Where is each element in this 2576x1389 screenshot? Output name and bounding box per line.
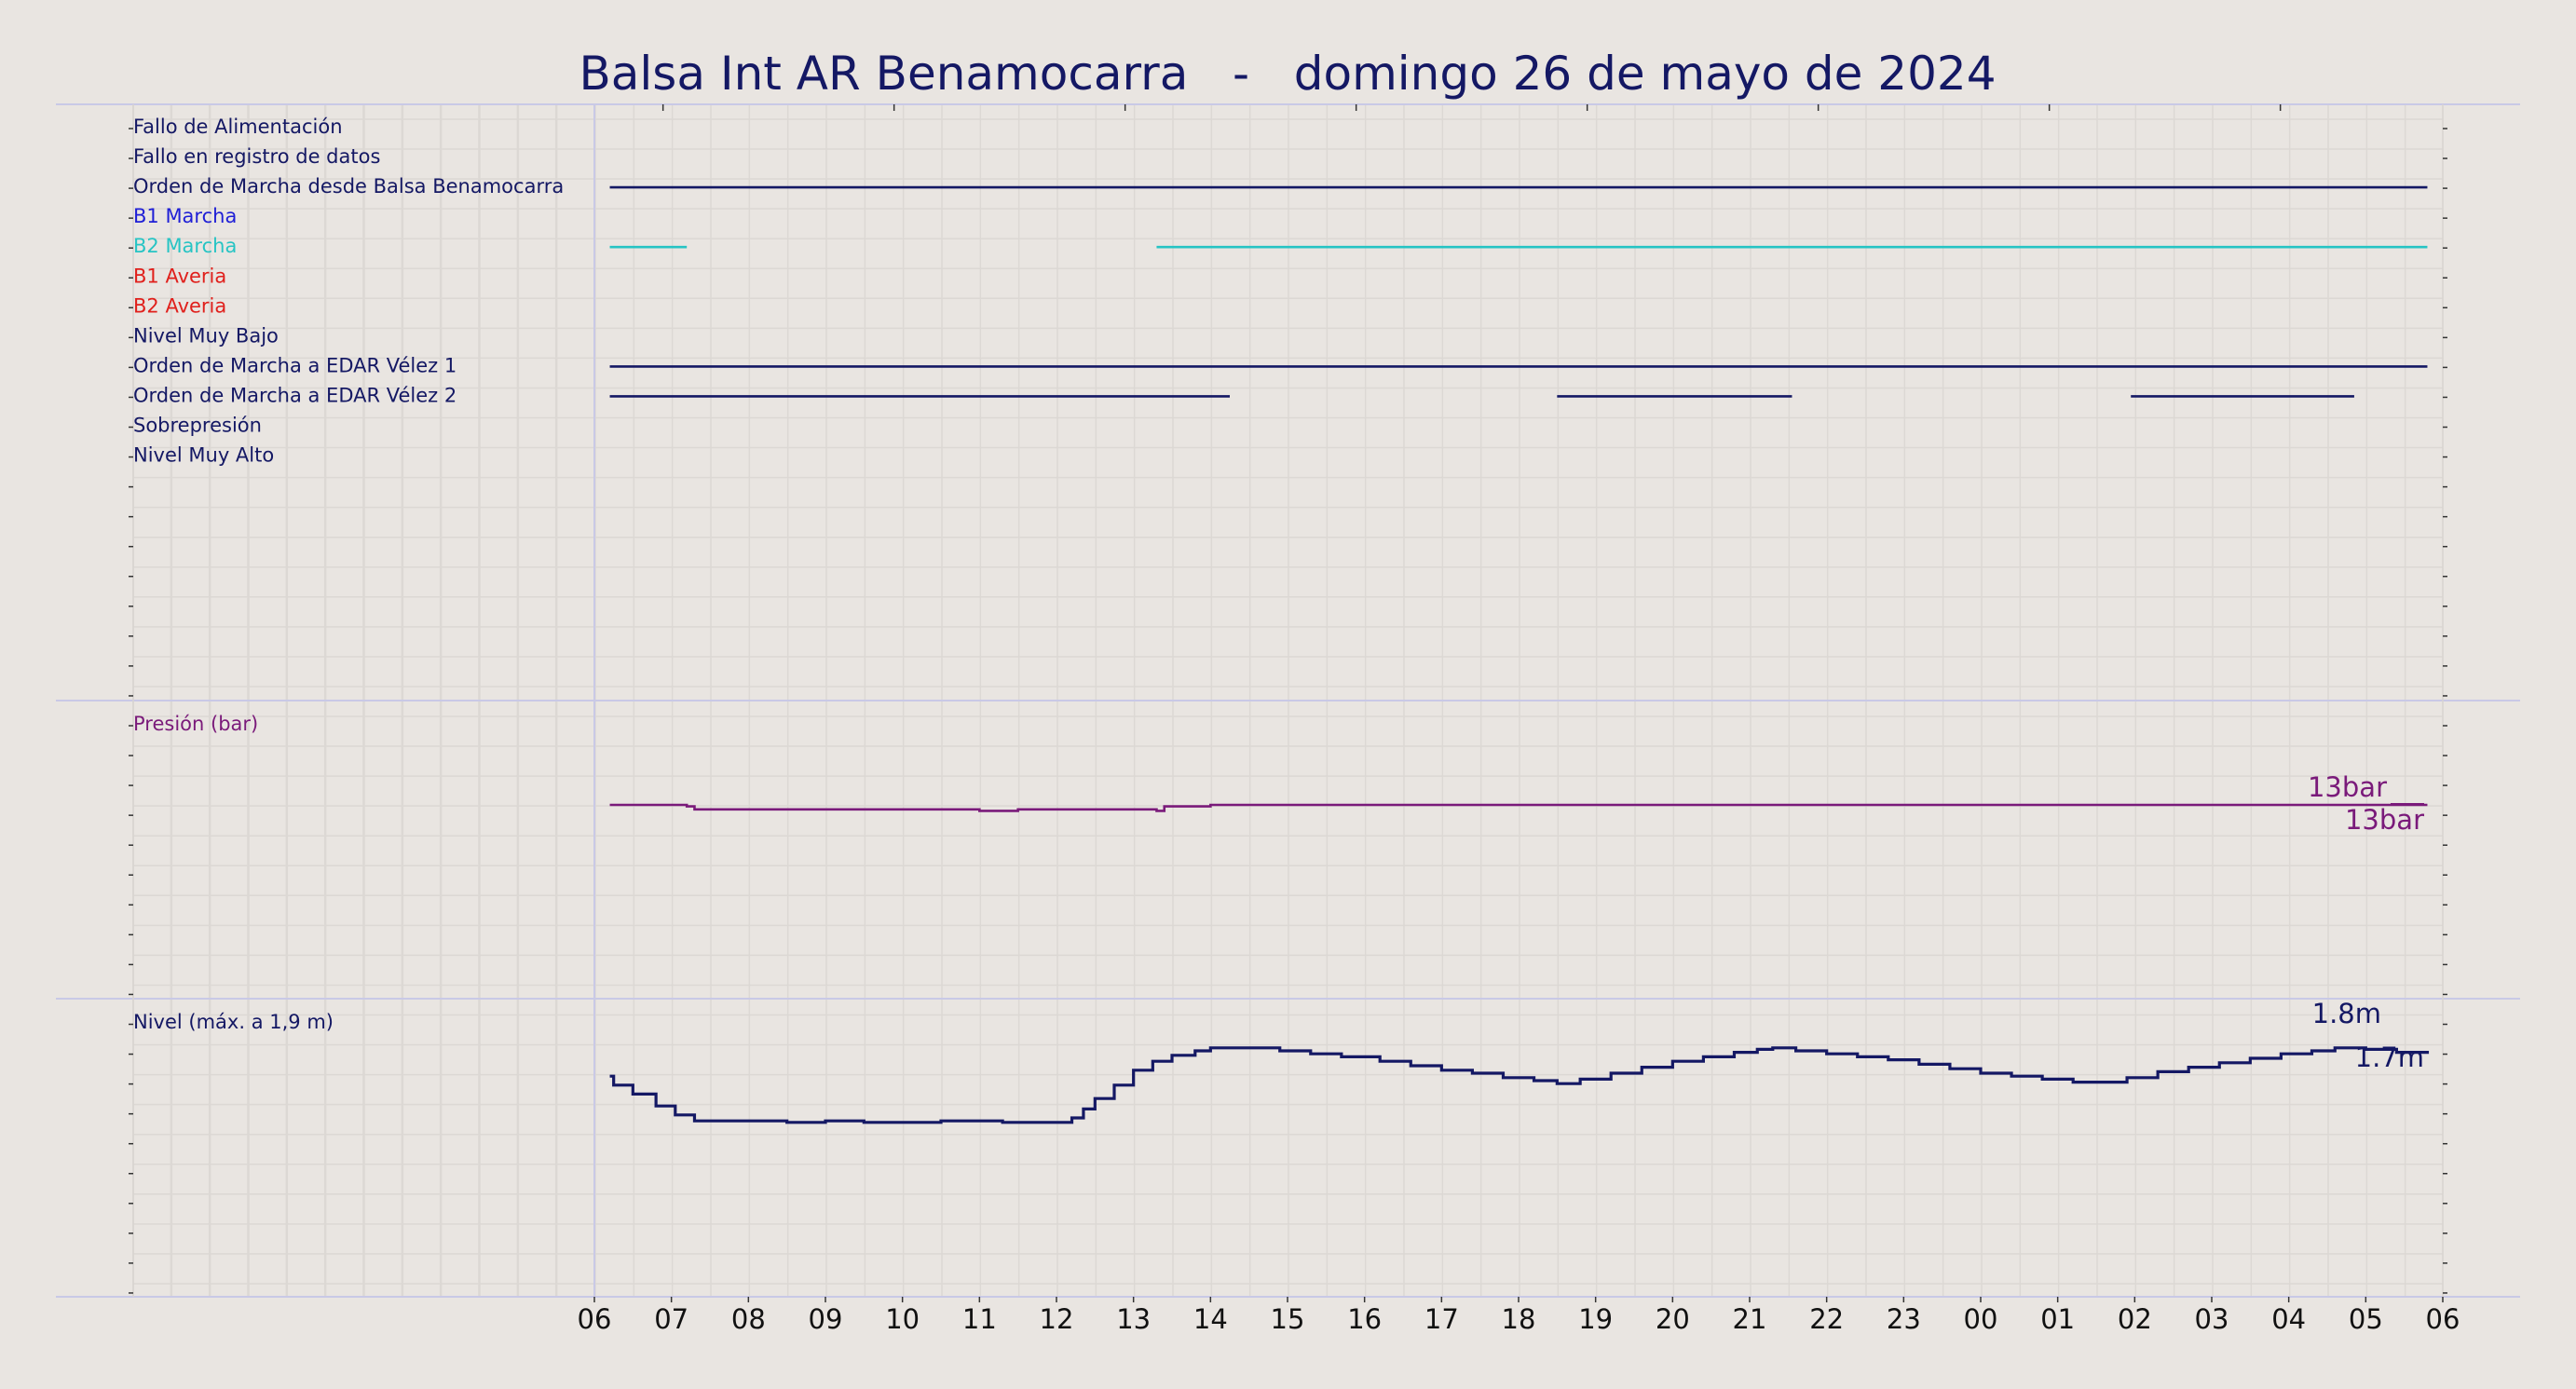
pressure-label: Presión (bar) (133, 713, 258, 735)
x-tick-label: 06 (578, 1303, 612, 1335)
x-tick-label: 06 (2426, 1303, 2460, 1335)
x-tick-label: 15 (1271, 1303, 1305, 1335)
signal-label: B2 Averia (133, 294, 226, 317)
x-tick-label: 14 (1193, 1303, 1228, 1335)
x-tick-label: 05 (2349, 1303, 2383, 1335)
x-tick-label: 20 (1656, 1303, 1690, 1335)
x-tick-label: 04 (2271, 1303, 2306, 1335)
x-tick-label: 10 (885, 1303, 920, 1335)
signal-label: Fallo en registro de datos (133, 145, 380, 168)
x-tick-label: 21 (1733, 1303, 1767, 1335)
x-tick-label: 13 (1116, 1303, 1151, 1335)
signal-label: B1 Averia (133, 265, 226, 287)
x-axis-ticks: 06 07 08 09 10 11 12 13 14 15 16 17 18 19 20 21 22 23 00 01… (578, 1297, 2460, 1335)
x-tick-label: 11 (962, 1303, 997, 1335)
pressure-series (609, 803, 2428, 812)
signal-label: Nivel Muy Bajo (133, 324, 279, 347)
level-max-label: 1.8m (2312, 998, 2381, 1029)
x-tick-label: 18 (1502, 1303, 1536, 1335)
x-tick-label: 23 (1887, 1303, 1921, 1335)
x-tick-label: 00 (1964, 1303, 1998, 1335)
level-panel: Nivel (máx. a 1,9 m) 1.8m 1.7m (133, 998, 2430, 1124)
pressure-last-label: 13bar (2345, 804, 2424, 836)
x-tick-label: 01 (2040, 1303, 2075, 1335)
signal-label: Nivel Muy Alto (133, 444, 274, 467)
signal-label: Orden de Marcha a EDAR Vélez 1 (133, 354, 457, 376)
signal-label: Fallo de Alimentación (133, 116, 343, 138)
signal-label: B2 Marcha (133, 235, 237, 257)
x-tick-label: 19 (1578, 1303, 1613, 1335)
level-last-label: 1.7m (2355, 1042, 2424, 1073)
signal-label: Orden de Marcha a EDAR Vélez 2 (133, 384, 457, 406)
level-label: Nivel (máx. a 1,9 m) (133, 1011, 334, 1033)
x-tick-label: 09 (809, 1303, 843, 1335)
chart-title: Balsa Int AR Benamocarra - domingo 26 de… (579, 47, 1996, 101)
signal-label: Sobrepresión (133, 415, 262, 437)
x-tick-label: 02 (2118, 1303, 2152, 1335)
x-tick-label: 12 (1040, 1303, 1074, 1335)
x-tick-label: 07 (654, 1303, 688, 1335)
x-tick-label: 17 (1424, 1303, 1459, 1335)
signals-panel: Fallo de Alimentación Fallo en registro d… (133, 116, 2428, 467)
pressure-max-label: 13bar (2308, 771, 2387, 803)
x-tick-label: 22 (1809, 1303, 1844, 1335)
x-tick-label: 08 (731, 1303, 766, 1335)
signal-label: Orden de Marcha desde Balsa Benamocarra (133, 175, 564, 197)
signal-label: B1 Marcha (133, 205, 237, 227)
x-tick-label: 16 (1347, 1303, 1382, 1335)
level-series (609, 1046, 2430, 1124)
x-tick-label: 03 (2195, 1303, 2229, 1335)
